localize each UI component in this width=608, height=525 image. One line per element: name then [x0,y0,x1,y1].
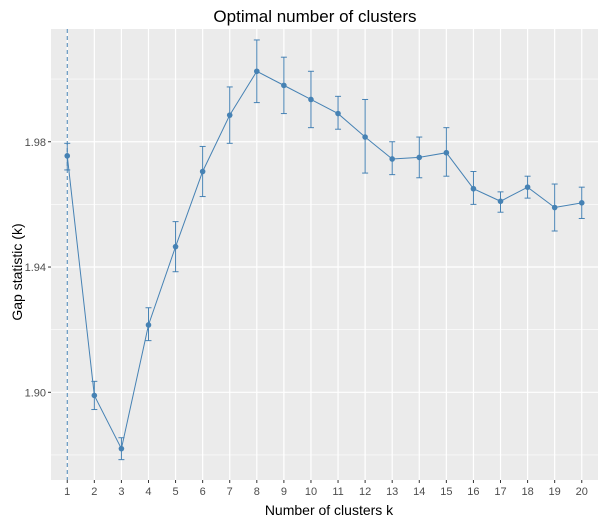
x-tick-label: 16 [467,486,479,498]
data-point [64,153,71,159]
x-tick-label: 10 [305,486,317,498]
data-point [578,200,585,206]
data-point [281,82,287,89]
y-tick-label: 1.94 [25,262,46,274]
x-tick-label: 17 [494,486,506,498]
data-point [335,110,341,117]
x-tick-label: 15 [440,486,452,498]
x-axis-ticks: 1 2 3 4 5 6 7 8 9 10 11 12 13 14 15 16 17 18 19 20 [64,480,588,498]
x-tick-label: 6 [200,486,206,498]
data-point [199,168,206,175]
y-axis-title: Gap statistic (k) [9,223,25,320]
data-point [254,68,260,75]
data-point [91,392,98,399]
x-tick-label: 8 [254,486,260,498]
data-point [172,243,179,250]
x-tick-label: 7 [227,486,233,498]
y-tick-label: 1.90 [25,387,46,399]
x-tick-label: 2 [91,486,97,498]
chart-title: Optimal number of clusters [213,7,416,26]
data-point [308,96,314,103]
x-tick-label: 14 [413,486,425,498]
x-tick-label: 18 [521,486,533,498]
x-tick-label: 13 [386,486,398,498]
data-point [497,198,504,205]
y-axis-ticks: 1.90 1.94 1.98 [25,137,51,399]
data-point [470,185,477,192]
x-tick-label: 20 [576,486,588,498]
x-axis-title: Number of clusters k [265,502,394,518]
data-point [416,154,423,161]
series-line [66,70,582,451]
data-point [145,322,152,328]
plot-panel [51,29,598,480]
x-tick-label: 3 [118,486,124,498]
series-line-layer [66,70,582,451]
data-point [226,112,233,118]
x-tick-label: 1 [64,486,70,498]
x-tick-label: 4 [145,486,151,498]
data-point [362,134,368,140]
y-tick-label: 1.98 [25,137,46,149]
data-point [443,149,450,156]
error-bars [64,39,585,461]
x-tick-label: 5 [173,486,179,498]
x-tick-label: 11 [332,486,343,498]
major-gridlines [51,29,598,480]
data-point [524,184,531,190]
data-point [551,204,558,211]
data-point [118,445,125,452]
data-points [64,68,585,452]
x-tick-label: 12 [359,486,371,498]
data-point [389,156,395,162]
x-tick-label: 19 [549,486,561,498]
x-tick-label: 9 [281,486,287,498]
minor-gridlines [51,78,598,456]
